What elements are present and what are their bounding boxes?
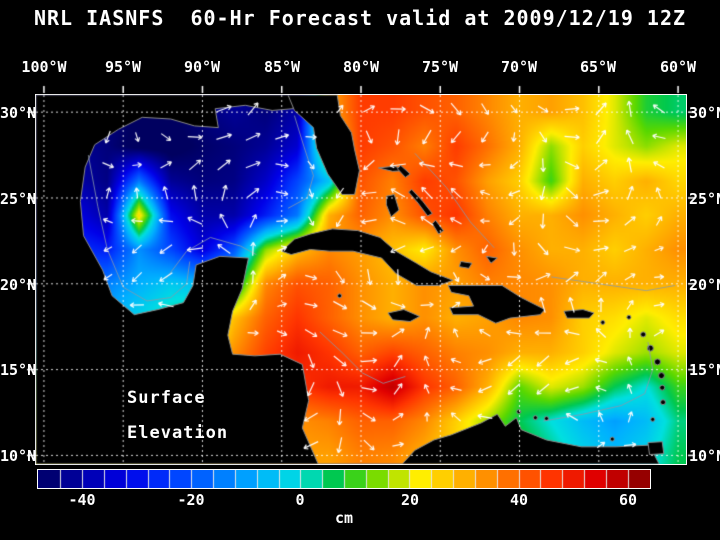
colorbar-tick-label: 60 bbox=[618, 491, 638, 509]
colorbar-tick-label: 40 bbox=[509, 491, 529, 509]
colorbar-tick-label: 20 bbox=[400, 491, 420, 509]
lon-label: 65°W bbox=[579, 58, 617, 76]
lat-label-right: 20°N bbox=[689, 276, 720, 294]
lat-label-left: 20°N bbox=[0, 276, 37, 294]
annotation-surface: Surface bbox=[127, 388, 206, 408]
lat-label-left: 10°N bbox=[0, 447, 37, 465]
lat-label-left: 15°N bbox=[0, 361, 37, 379]
colorbar-border bbox=[37, 469, 651, 489]
lat-label-right: 30°N bbox=[689, 104, 720, 122]
plot-title: NRL IASNFS 60-Hr Forecast valid at 2009/… bbox=[33, 6, 687, 30]
lon-label: 60°W bbox=[659, 58, 697, 76]
lat-label-right: 10°N bbox=[689, 447, 720, 465]
lon-label: 70°W bbox=[500, 58, 538, 76]
lon-label: 90°W bbox=[183, 58, 221, 76]
colorbar-units-label: cm bbox=[334, 509, 354, 527]
lon-label: 80°W bbox=[342, 58, 380, 76]
annotation-elevation: Elevation bbox=[127, 423, 229, 443]
map-plot-border bbox=[35, 94, 687, 465]
colorbar-tick-label: -20 bbox=[177, 491, 205, 509]
lat-label-right: 15°N bbox=[689, 361, 720, 379]
lon-label: 95°W bbox=[104, 58, 142, 76]
lon-label: 100°W bbox=[21, 58, 67, 76]
lat-label-left: 25°N bbox=[0, 190, 37, 208]
lat-label-right: 25°N bbox=[689, 190, 720, 208]
colorbar-tick-label: 0 bbox=[295, 491, 305, 509]
lon-label: 75°W bbox=[421, 58, 459, 76]
lon-label: 85°W bbox=[263, 58, 301, 76]
lat-label-left: 30°N bbox=[0, 104, 37, 122]
colorbar-tick-label: -40 bbox=[68, 491, 96, 509]
